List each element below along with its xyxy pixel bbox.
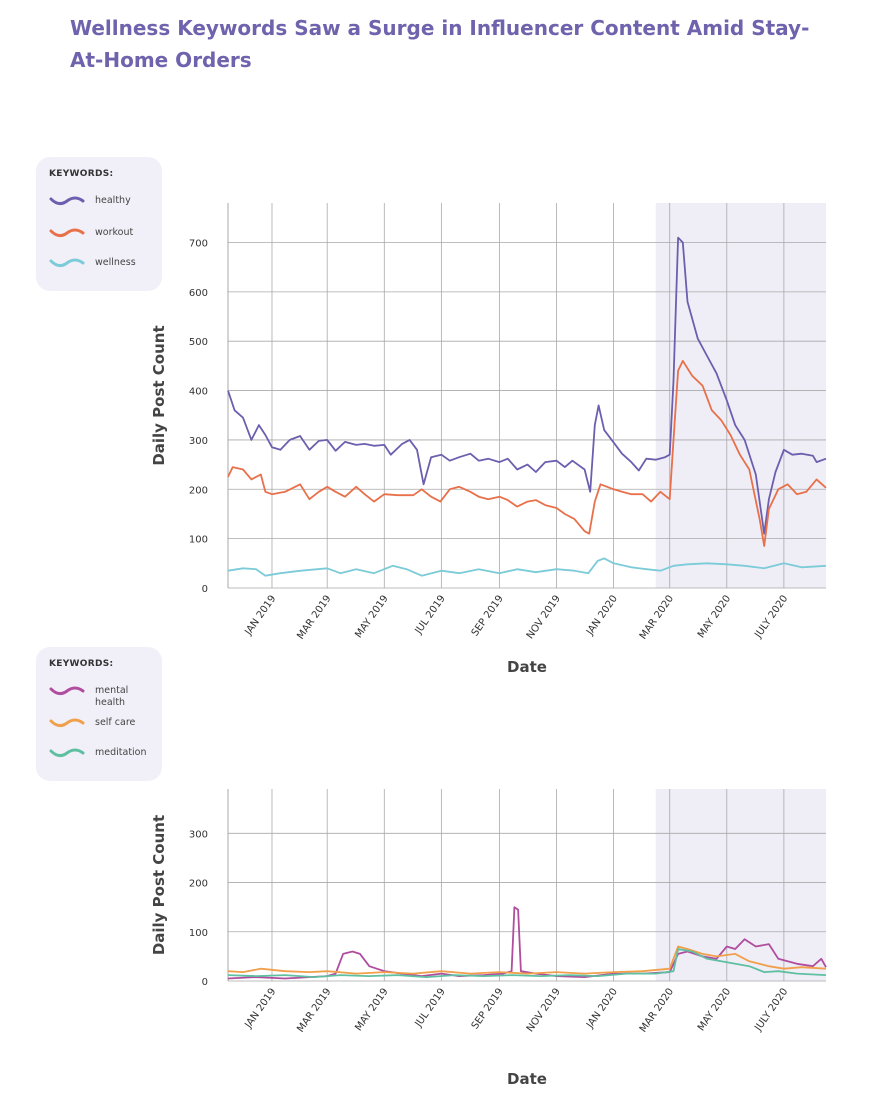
x-axis-label: Date [507,658,547,676]
wave-icon [49,258,85,268]
legend-item-mental-health: mental health [49,685,155,709]
y-tick-label: 600 [189,288,208,299]
x-tick-label: SEP 2019 [470,986,506,1031]
x-tick-label: JUL 2019 [413,593,448,637]
x-tick-label: MAY 2020 [696,593,733,640]
line-chart-bottom: 0 100 200 300 JAN 2019 MAR 2019 MAY 2019 JUL 20… [150,789,827,1088]
x-tick-label: NOV 2019 [525,986,563,1034]
legend-bottom: KEYWORDS: mental health self care meditati… [36,647,162,781]
legend-item-wellness: wellness [49,257,155,269]
x-tick-label: MAY 2020 [696,986,733,1033]
x-tick-label: MAR 2019 [295,986,333,1034]
x-tick-label: SEP 2019 [470,593,506,638]
y-tick-label: 400 [189,387,208,398]
x-tick-label: JAN 2019 [243,593,279,638]
legend-label: mental health [95,685,129,708]
legend-item-meditation: meditation [49,747,155,759]
x-axis-label: Date [507,1070,547,1088]
x-tick-label: JULY 2020 [753,593,791,640]
y-tick-label: 200 [189,879,208,890]
y-tick-label: 200 [189,485,208,496]
y-axis-label: Daily Post Count [150,325,168,465]
y-tick-label: 700 [189,238,208,249]
series-line-healthy [227,236,827,535]
wave-icon [49,748,85,758]
wave-icon [49,228,85,238]
x-tick-label: MAR 2020 [638,593,676,641]
series-line-workout [227,360,827,547]
x-tick-label: JAN 2020 [584,986,620,1031]
wave-icon [49,196,85,206]
series-line-self-care [227,945,827,975]
y-tick-label: 100 [189,928,208,939]
wave-icon [49,718,85,728]
y-tick-label: 300 [189,829,208,840]
y-tick-label: 300 [189,436,208,447]
legend-item-self-care: self care [49,717,155,729]
x-tick-label: JAN 2020 [584,593,620,638]
x-tick-label: NOV 2019 [525,593,563,641]
series-line-wellness [227,557,827,577]
legend-label: self care [95,717,136,728]
page-title: Wellness Keywords Saw a Surge in Influen… [70,16,810,72]
line-chart-top: 0 100 200 300 400 500 600 700 JAN 2019 MAR 2019 MA… [150,203,827,676]
legend-top: KEYWORDS: healthy workout wellness [36,157,162,291]
legend-label: healthy [95,195,131,206]
wave-icon [49,686,85,696]
x-tick-label: MAR 2019 [295,593,333,641]
x-tick-label: JULY 2020 [753,986,791,1033]
y-tick-label: 0 [202,584,208,595]
legend-label: workout [95,227,134,238]
y-tick-label: 500 [189,337,208,348]
series-line-meditation [227,948,827,978]
legend-title: KEYWORDS: [49,169,114,179]
legend-label: meditation [95,747,147,758]
legend-label: wellness [95,257,136,268]
y-axis-label: Daily Post Count [150,815,168,955]
x-tick-label: JAN 2019 [243,986,279,1031]
y-tick-label: 100 [189,535,208,546]
legend-item-healthy: healthy [49,195,155,207]
legend-item-workout: workout [49,227,155,239]
x-tick-label: MAR 2020 [638,986,676,1034]
x-tick-label: MAY 2019 [353,986,390,1033]
y-tick-label: 0 [202,977,208,988]
series-line-mental-health [227,906,827,980]
x-tick-label: MAY 2019 [353,593,390,640]
x-tick-label: JUL 2019 [413,986,448,1030]
highlight-band [655,203,826,588]
legend-title: KEYWORDS: [49,659,114,669]
